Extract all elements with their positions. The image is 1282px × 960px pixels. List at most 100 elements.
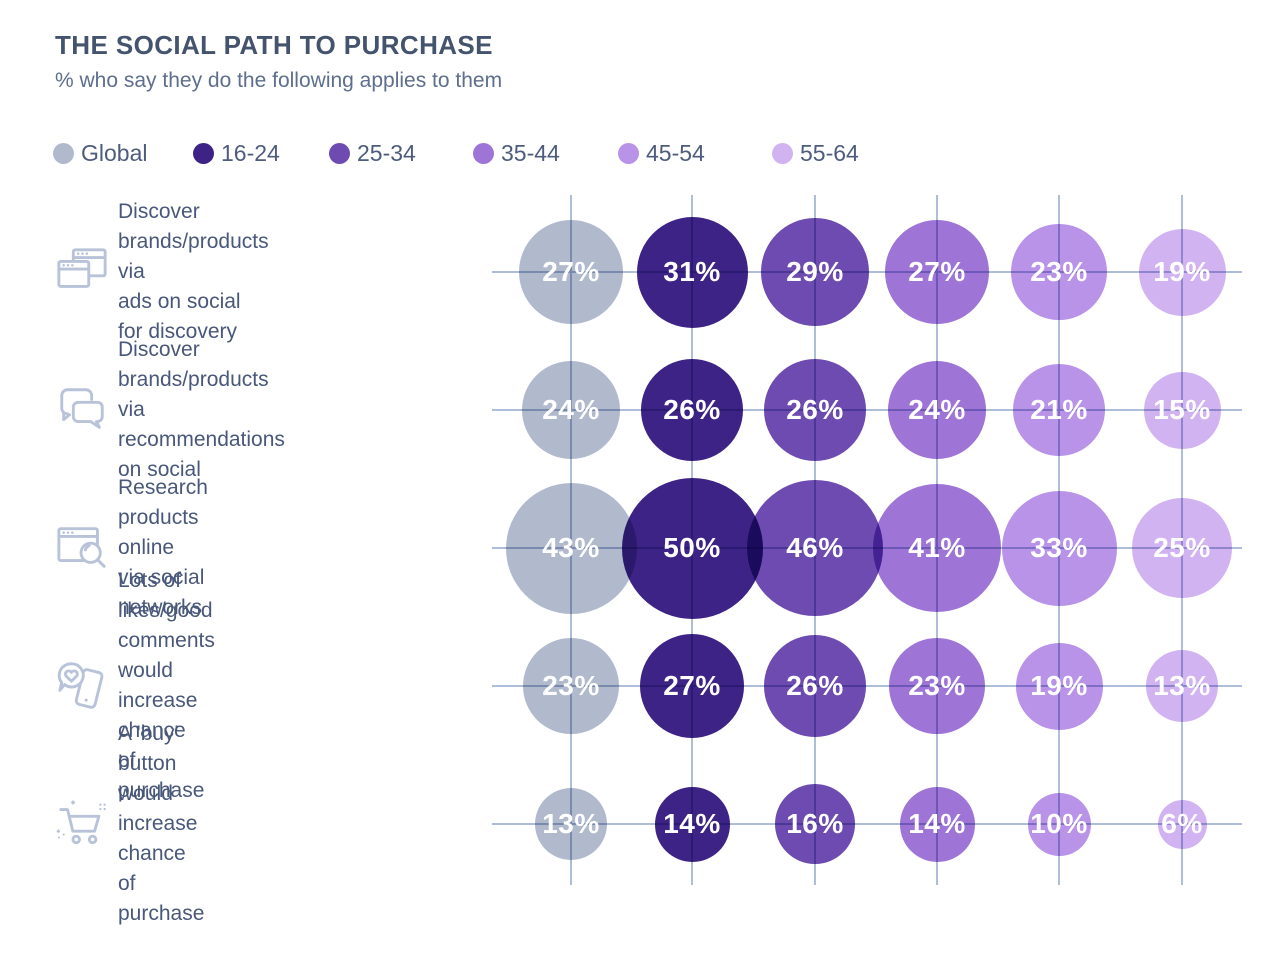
bubble-value-25-34-row1: 29% [786,256,844,287]
bubble-value-45-54-row4: 19% [1030,670,1088,701]
bubble-55-64-row4 [1146,650,1218,722]
legend-label: 35-44 [501,140,560,166]
row-label-text: Discover brands/products via recommendat… [118,338,285,481]
legend-label: 25-34 [357,140,416,166]
bubble-value-35-44-row2: 24% [908,394,966,425]
legend-dot-icon [473,143,494,164]
bubble-value-16-24-row3: 50% [663,532,721,563]
bubble-value-55-64-row4: 13% [1153,670,1211,701]
bubble-value-25-34-row4: 26% [786,670,844,701]
legend-dot-icon [618,143,639,164]
bubble-35-44-row3 [873,484,1001,612]
bubble-16-24-row1 [636,216,748,328]
bubble-value-35-44-row5: 14% [908,808,966,839]
grid-line-horizontal-2 [492,409,1242,411]
bubble-55-64-row3 [1132,498,1232,598]
page-title: THE SOCIAL PATH TO PURCHASE [55,30,493,60]
bubble-45-54-row4 [1015,642,1103,730]
bubble-global-row2 [522,361,620,459]
bubble-value-55-64-row3: 25% [1153,532,1211,563]
row-label-text: Research products online via social netw… [118,476,208,619]
legend-dot-icon [193,143,214,164]
bubble-value-55-64-row5: 6% [1161,808,1203,839]
bubble-value-global-row2: 24% [542,394,600,425]
browser-windows-icon [55,245,109,299]
bubble-value-35-44-row1: 27% [908,256,966,287]
bubble-value-16-24-row2: 26% [663,394,721,425]
grid-line-horizontal-4 [492,685,1242,687]
row-label-1: Discover brands/products via ads on soci… [55,200,269,343]
bubble-value-35-44-row4: 23% [908,670,966,701]
bubble-16-24-row4 [640,634,744,738]
bubble-value-45-54-row5: 10% [1030,808,1088,839]
bubble-25-34-row3 [747,480,883,616]
bubble-global-row5 [535,788,607,860]
bubble-16-24-row2 [641,359,743,461]
row-label-text: Discover brands/products via ads on soci… [118,200,269,343]
bubble-value-55-64-row1: 19% [1153,256,1211,287]
legend-label: 16-24 [221,140,280,166]
bubble-25-34-row1 [761,218,869,326]
bubble-value-global-row1: 27% [542,256,600,287]
row-label-5: A 'buy' button would increase chance of … [55,722,204,925]
bubble-value-global-row5: 13% [542,808,600,839]
legend-label: Global [81,140,148,166]
legend-item-45-54: 45-54 [618,140,705,167]
legend-item-16-24: 16-24 [193,140,280,167]
bubble-value-25-34-row5: 16% [786,808,844,839]
legend-dot-icon [329,143,350,164]
bubble-value-35-44-row3: 41% [908,532,966,563]
legend-label: 45-54 [646,140,705,166]
bubble-35-44-row1 [885,220,989,324]
bubble-16-24-row5 [654,786,730,862]
bubble-value-16-24-row5: 14% [663,808,721,839]
bubble-global-row4 [523,638,619,734]
bubble-45-54-row2 [1013,364,1105,456]
bubble-45-54-row3 [1001,490,1117,606]
bubble-global-row3 [505,482,637,614]
bubble-global-row1 [519,220,623,324]
bubble-45-54-row1 [1011,224,1107,320]
row-label-2: Discover brands/products via recommendat… [55,338,285,481]
legend-dot-icon [772,143,793,164]
legend-label: 55-64 [800,140,859,166]
bubble-value-global-row4: 23% [542,670,600,701]
row-label-4: Lots of likes/good comments would increa… [55,569,215,802]
bubble-value-45-54-row3: 33% [1030,532,1088,563]
bubble-55-64-row1 [1138,228,1226,316]
row-label-text: Lots of likes/good comments would increa… [118,569,215,802]
bubble-25-34-row2 [764,359,866,461]
bubble-25-34-row4 [764,635,866,737]
legend-item-35-44: 35-44 [473,140,560,167]
bubble-value-25-34-row2: 26% [786,394,844,425]
bubble-value-16-24-row4: 27% [663,670,721,701]
bubble-55-64-row5 [1157,799,1207,849]
search-window-icon [55,521,109,575]
legend-item-55-64: 55-64 [772,140,859,167]
row-label-3: Research products online via social netw… [55,476,208,619]
bubble-25-34-row5 [775,784,855,864]
legend-item-25-34: 25-34 [329,140,416,167]
bubble-value-45-54-row1: 23% [1030,256,1088,287]
bubble-value-45-54-row2: 21% [1030,394,1088,425]
bubble-35-44-row2 [888,361,986,459]
bubble-value-25-34-row3: 46% [786,532,844,563]
phone-likes-icon [55,659,109,713]
bubble-16-24-row3 [621,477,763,619]
chat-bubbles-icon [55,383,109,437]
page-subtitle: % who say they do the following applies … [55,69,503,92]
legend-dot-icon [53,143,74,164]
bubble-45-54-row5 [1027,792,1091,856]
bubble-value-global-row3: 43% [542,532,600,563]
bubble-value-16-24-row1: 31% [663,256,721,287]
bubble-35-44-row5 [899,786,975,862]
row-label-text: A 'buy' button would increase chance of … [118,722,205,925]
buy-cart-icon [55,797,109,851]
grid-line-horizontal-5 [492,823,1242,825]
bubble-35-44-row4 [889,638,985,734]
bubble-55-64-row2 [1143,371,1221,449]
bubble-value-55-64-row2: 15% [1153,394,1211,425]
legend-item-global: Global [53,140,147,167]
